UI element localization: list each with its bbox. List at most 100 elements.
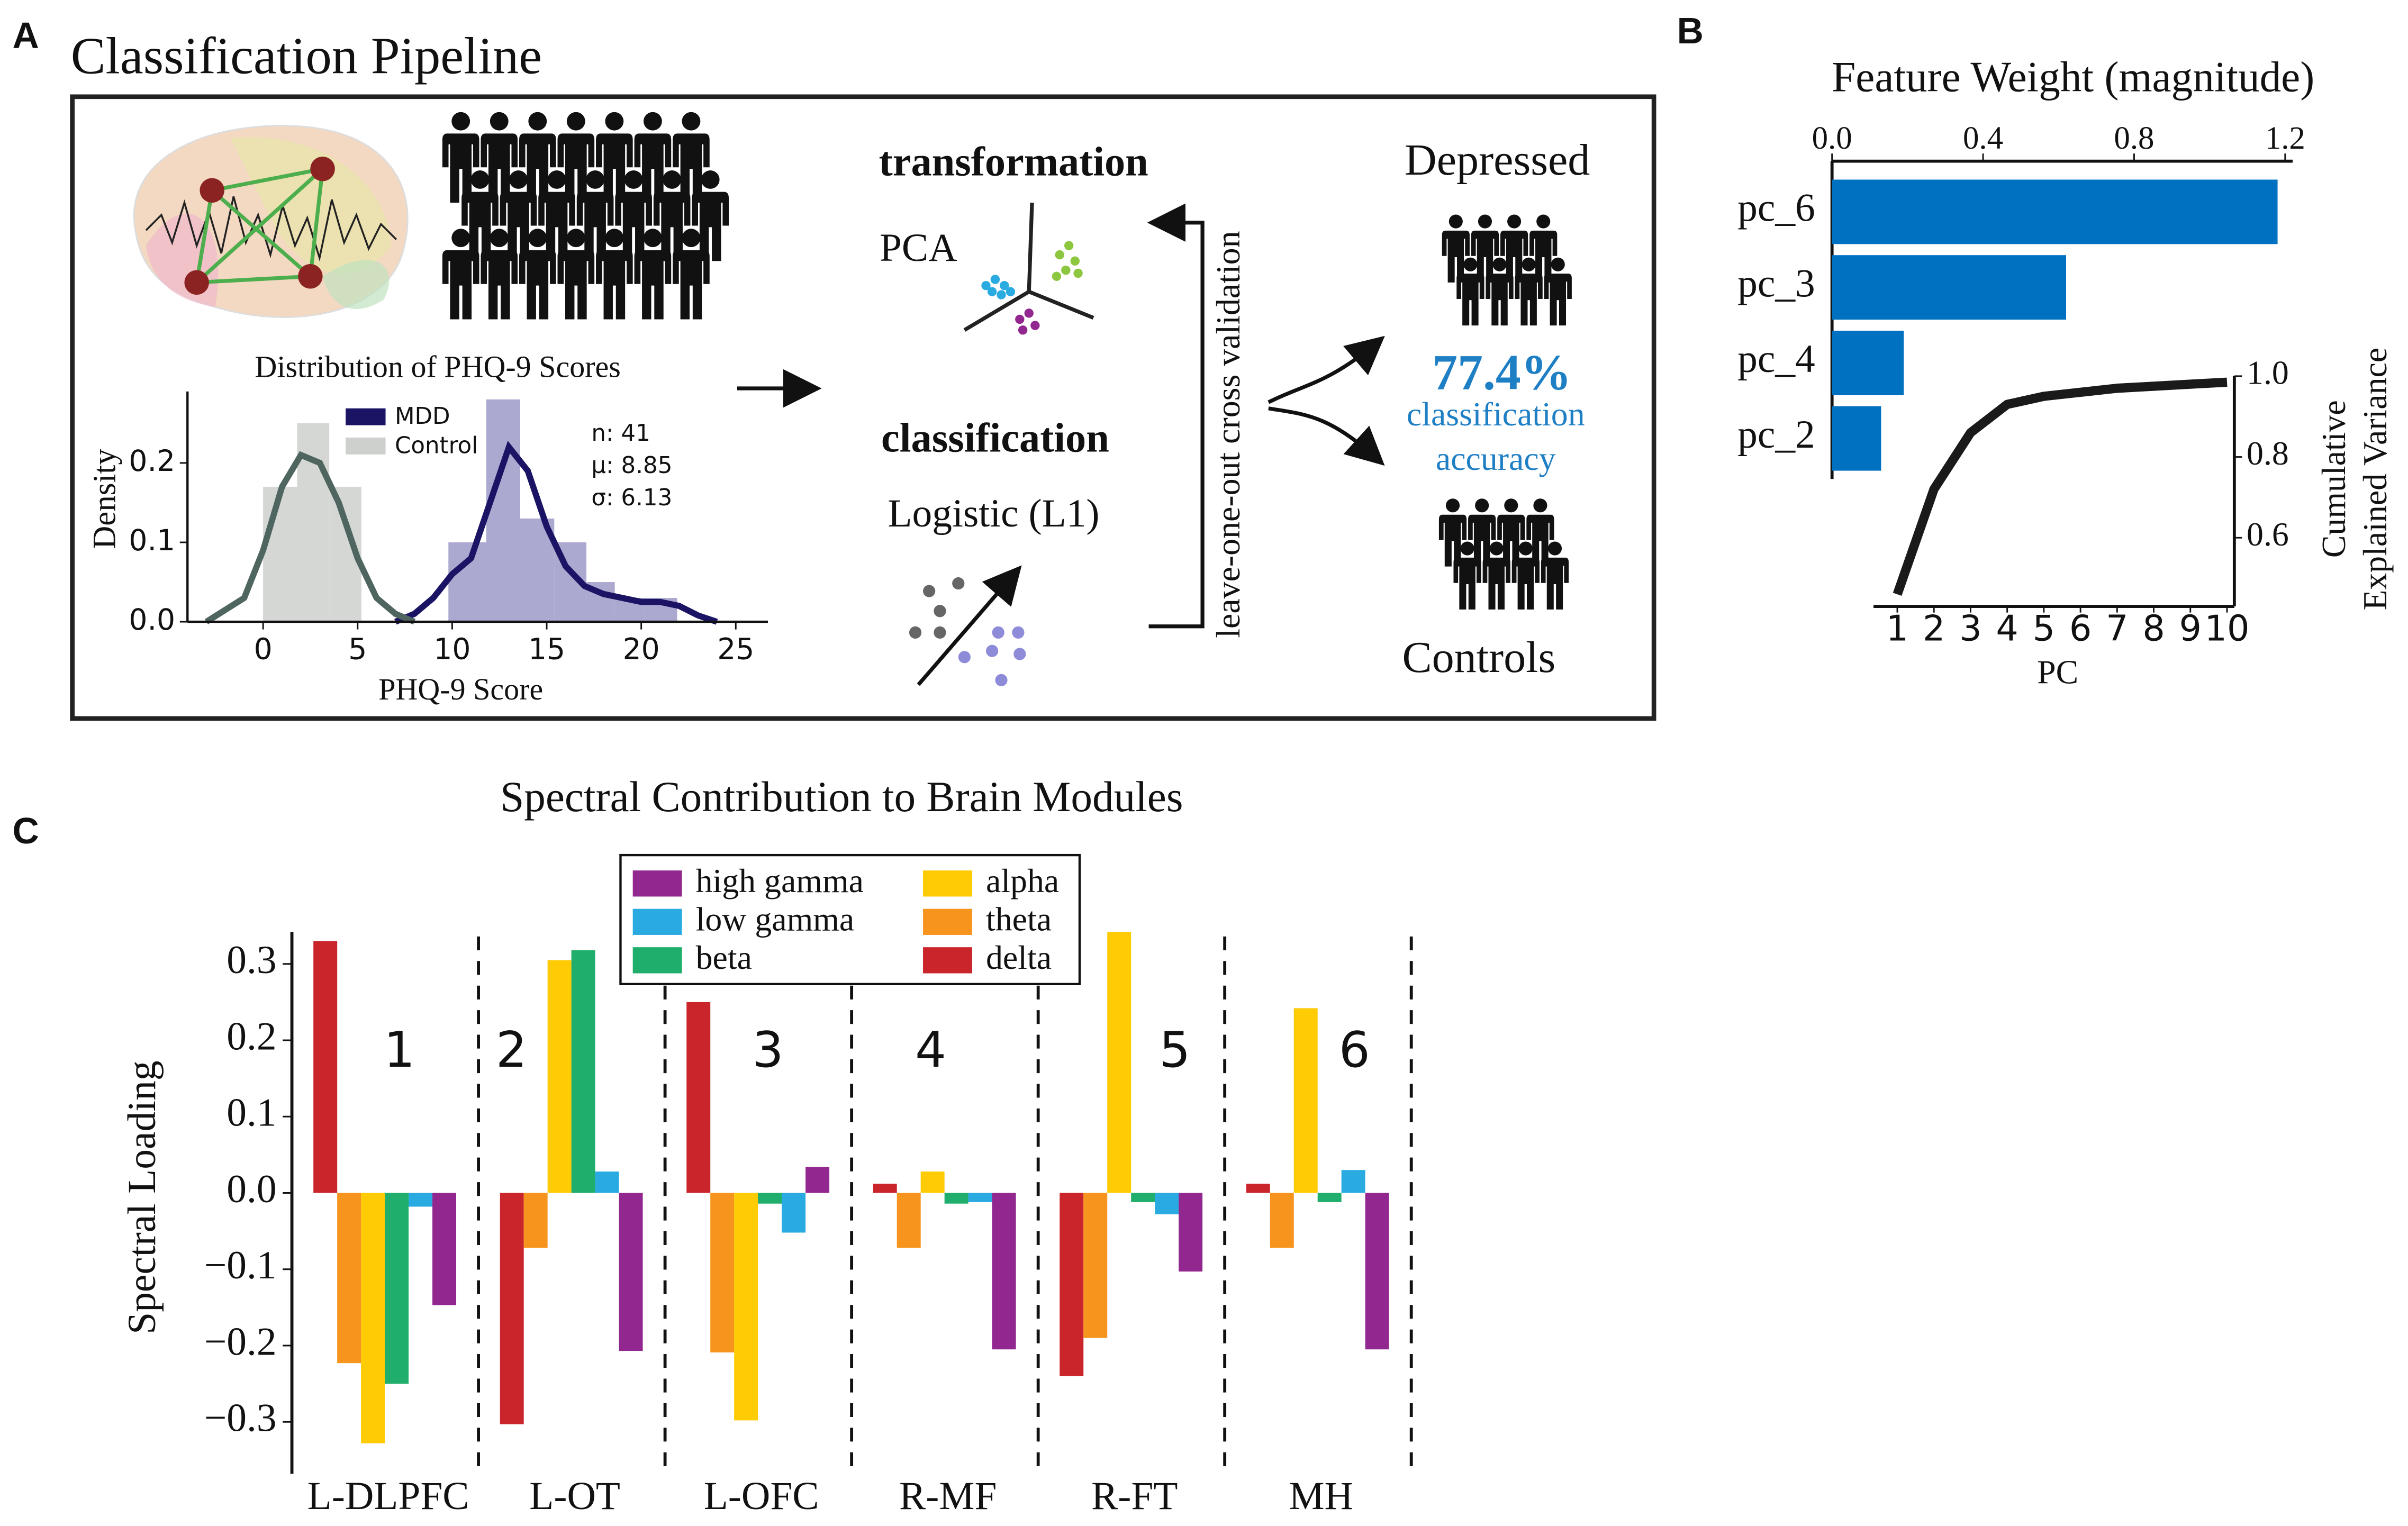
legend-label: high gamma [696,862,864,900]
bar [1155,1193,1179,1214]
y-tick-label: 0.0 [227,1167,276,1211]
y-axis-label: Density [87,449,122,549]
y-tick-label: 0.8 [2247,434,2289,472]
method-label: Logistic (L1) [888,492,1099,535]
y-tick-label: 0.0 [129,603,175,637]
panel-label: A [13,15,39,56]
person-icon [519,112,556,203]
bar [1246,1184,1270,1193]
y-tick-label: pc_4 [1737,337,1815,381]
bar [1832,255,2067,320]
x-tick-label: 0.4 [1963,121,2003,156]
x-tick-label: 9 [2179,608,2202,649]
y-axis-label: Explained Variance [2356,348,2394,611]
legend-label: Control [395,432,478,459]
x-tick-label: 4 [1996,608,2018,649]
x-tick-label: 5 [348,632,367,666]
panel-label: B [1677,10,1704,51]
legend-label: delta [986,939,1052,976]
chart-title: Distribution of PHQ-9 Scores [255,350,621,384]
bar [1293,1008,1318,1193]
chart-title: Feature Weight (magnitude) [1832,53,2314,101]
bar [619,1193,643,1351]
bar [1365,1193,1389,1350]
legend-label: alpha [986,862,1059,900]
bar [409,1193,433,1207]
y-tick-label: pc_6 [1737,186,1815,230]
step-label: classification [881,415,1109,461]
group-label: Depressed [1405,135,1590,185]
module-label: 2 [496,1021,527,1078]
density-line [394,440,718,625]
legend-frame [619,853,1081,985]
y-tick-label: pc_3 [1737,261,1815,305]
x-tick-label: 7 [2106,608,2128,649]
y-tick-label: pc_2 [1737,413,1815,457]
y-tick-label: −0.3 [204,1396,277,1440]
x-tick-label: 1 [1886,608,1908,649]
person-icon [1526,498,1554,567]
step-label: transformation [879,138,1148,184]
bar [313,941,338,1193]
x-tick-label: 15 [528,632,565,666]
legend-swatch [632,947,682,974]
legend-label: beta [696,939,752,976]
panel-label: C [13,810,39,851]
bar [1317,1193,1342,1202]
x-tick-label: 3 [1959,608,1981,649]
x-tick-label: 0 [254,632,273,666]
module-label: 1 [384,1021,415,1078]
legend-swatch [632,870,682,897]
bar [1107,932,1131,1193]
bar [992,1193,1016,1350]
bar [686,1002,711,1193]
bar [337,1193,361,1364]
legend-swatch [923,909,972,935]
person-icon [634,112,672,203]
module-label: 6 [1339,1021,1370,1078]
cv-label: leave-one-out cross validation [1209,231,1247,638]
bar [734,1193,758,1421]
y-tick-label: 0.2 [227,1014,276,1058]
legend-swatch [346,437,386,455]
x-tick-label: 0.8 [2114,121,2154,156]
bar [873,1184,897,1193]
bar [782,1193,806,1233]
person-icon [1468,498,1496,567]
x-tick-label: L-OT [529,1474,620,1518]
y-tick-label: 0.2 [129,444,175,478]
x-tick-label: 10 [2205,608,2250,649]
y-tick-label: 0.1 [227,1091,276,1135]
bar [1270,1193,1294,1248]
legend-label: theta [986,900,1052,938]
bar [595,1171,619,1193]
method-label: PCA [880,226,957,270]
x-tick-label: R-MF [899,1474,997,1518]
annotation: n: 41 [591,420,650,447]
x-tick-label: 1.2 [2265,121,2305,156]
x-tick-label: 20 [623,632,660,666]
person-icon [1471,214,1499,283]
bar [1083,1193,1108,1338]
x-tick-label: 8 [2142,608,2165,649]
x-tick-label: L-DLPFC [307,1474,469,1518]
y-axis-label: Cumulative [2315,400,2352,558]
x-tick-label: R-FT [1091,1474,1178,1518]
bar [1179,1193,1203,1272]
module-label: 4 [915,1021,946,1078]
chart-title: Spectral Contribution to Brain Modules [500,773,1183,821]
person-icon [557,112,595,203]
x-tick-label: 2 [1923,608,1945,649]
pipeline-title: Classification Pipeline [71,28,542,85]
pipeline-frame [70,94,1656,721]
person-icon [1442,214,1470,283]
bar [547,960,572,1193]
bar [944,1193,968,1204]
bar [1832,406,1881,471]
bar [385,1193,409,1384]
accuracy-label: accuracy [1436,440,1556,477]
y-tick-label: 1.0 [2247,354,2289,392]
pca-icon [963,202,1094,335]
module-label: 3 [752,1021,783,1078]
